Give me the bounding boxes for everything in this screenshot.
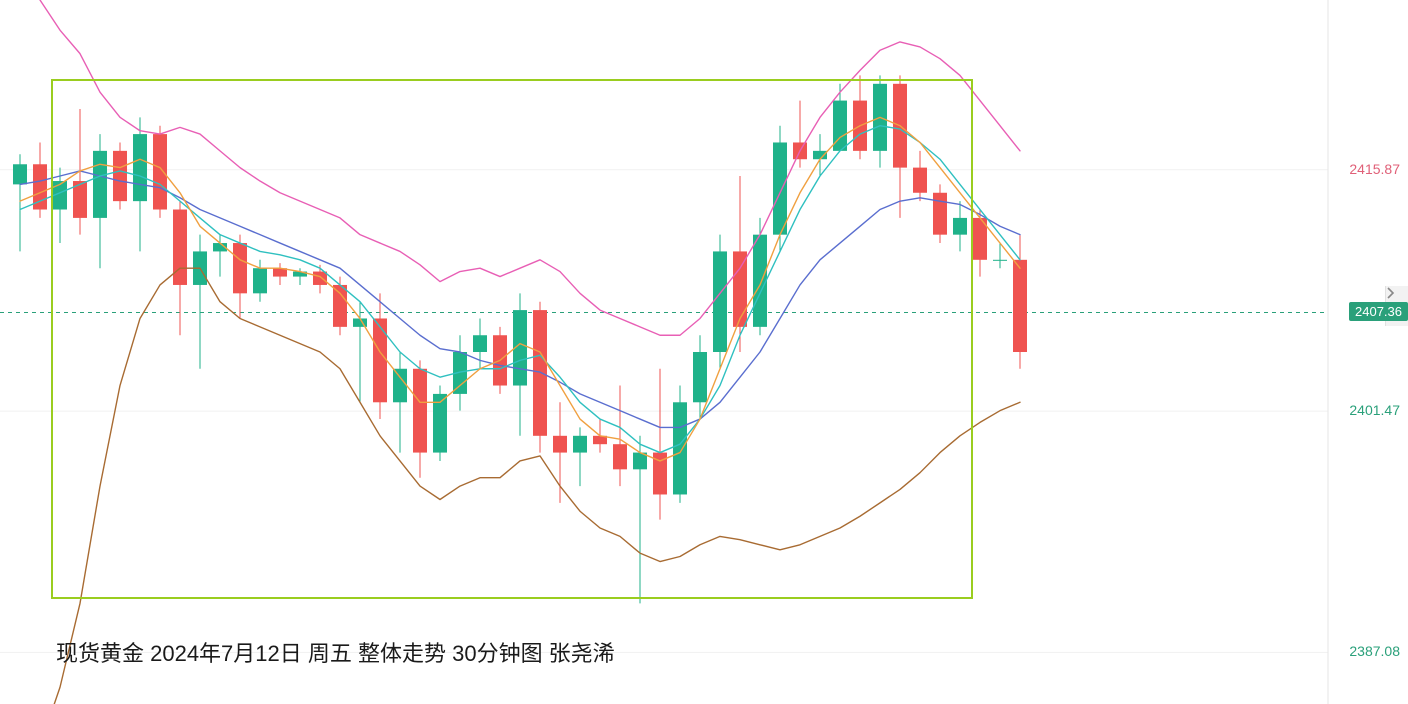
chart-caption: 现货黄金 2024年7月12日 周五 整体走势 30分钟图 张尧浠	[56, 636, 615, 668]
y-axis-label: 2415.87	[1349, 161, 1400, 177]
current-price-tag: 2407.36	[1349, 302, 1408, 321]
chevron-right-icon	[1386, 286, 1396, 300]
y-axis-label: 2401.47	[1349, 402, 1400, 418]
y-axis-label: 2387.08	[1349, 643, 1400, 659]
chart-svg	[0, 0, 1408, 704]
candlestick-chart[interactable]: 现货黄金 2024年7月12日 周五 整体走势 30分钟图 张尧浠 2407.3…	[0, 0, 1408, 704]
